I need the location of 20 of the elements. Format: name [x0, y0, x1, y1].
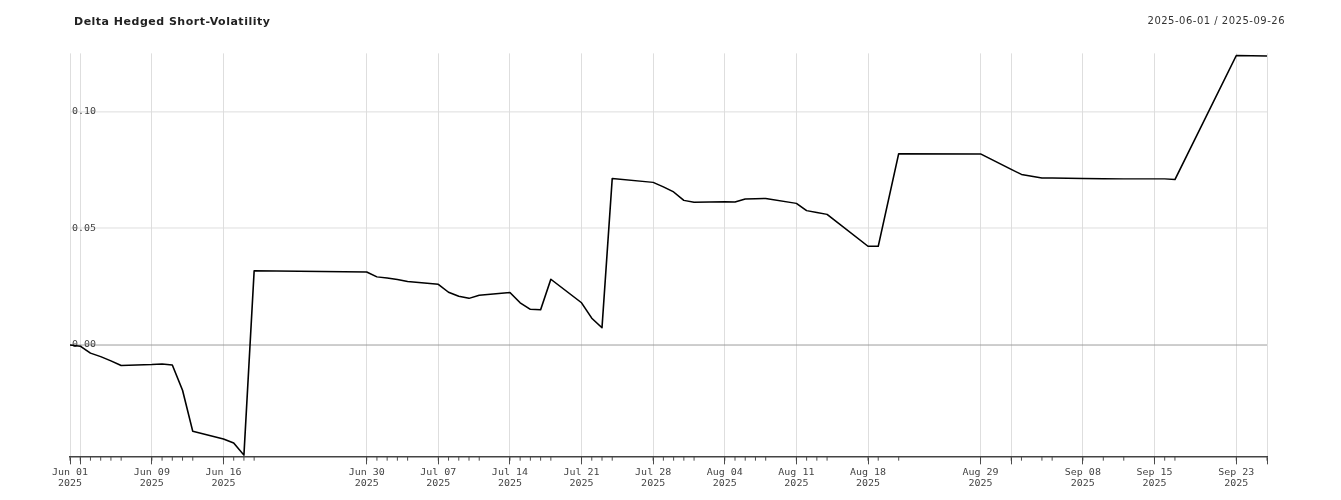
x-tick-label: Aug 29 2025 [962, 466, 999, 489]
x-tick-label: Jun 16 2025 [205, 466, 242, 489]
y-tick-label: 0.10 [72, 105, 97, 116]
x-tick-label: Aug 11 2025 [778, 466, 815, 489]
x-tick-label: Jul 07 2025 [420, 466, 457, 489]
chart-title: Delta Hedged Short-Volatility [74, 15, 271, 28]
y-tick-label: 0.00 [72, 338, 97, 350]
x-tick-label: Sep 08 2025 [1064, 466, 1102, 489]
x-tick-label: Jun 01 2025 [51, 466, 89, 489]
chart-subtitle: 2025-06-01 / 2025-09-26 [1147, 15, 1285, 26]
x-tick-label: Sep 23 2025 [1218, 466, 1255, 489]
x-tick-label: Jun 09 2025 [133, 466, 171, 489]
x-tick-label: Sep 15 2025 [1136, 466, 1173, 489]
x-tick-label: Jun 30 2025 [348, 466, 385, 489]
x-tick-label: Jul 14 2025 [491, 466, 529, 489]
x-tick-label: Aug 04 2025 [706, 466, 744, 489]
x-tick-label: Aug 18 2025 [849, 466, 887, 489]
x-tick-label: Jul 21 2025 [563, 466, 600, 489]
x-tick-label: Jul 28 2025 [635, 466, 672, 489]
y-tick-label: 0.05 [72, 222, 97, 233]
